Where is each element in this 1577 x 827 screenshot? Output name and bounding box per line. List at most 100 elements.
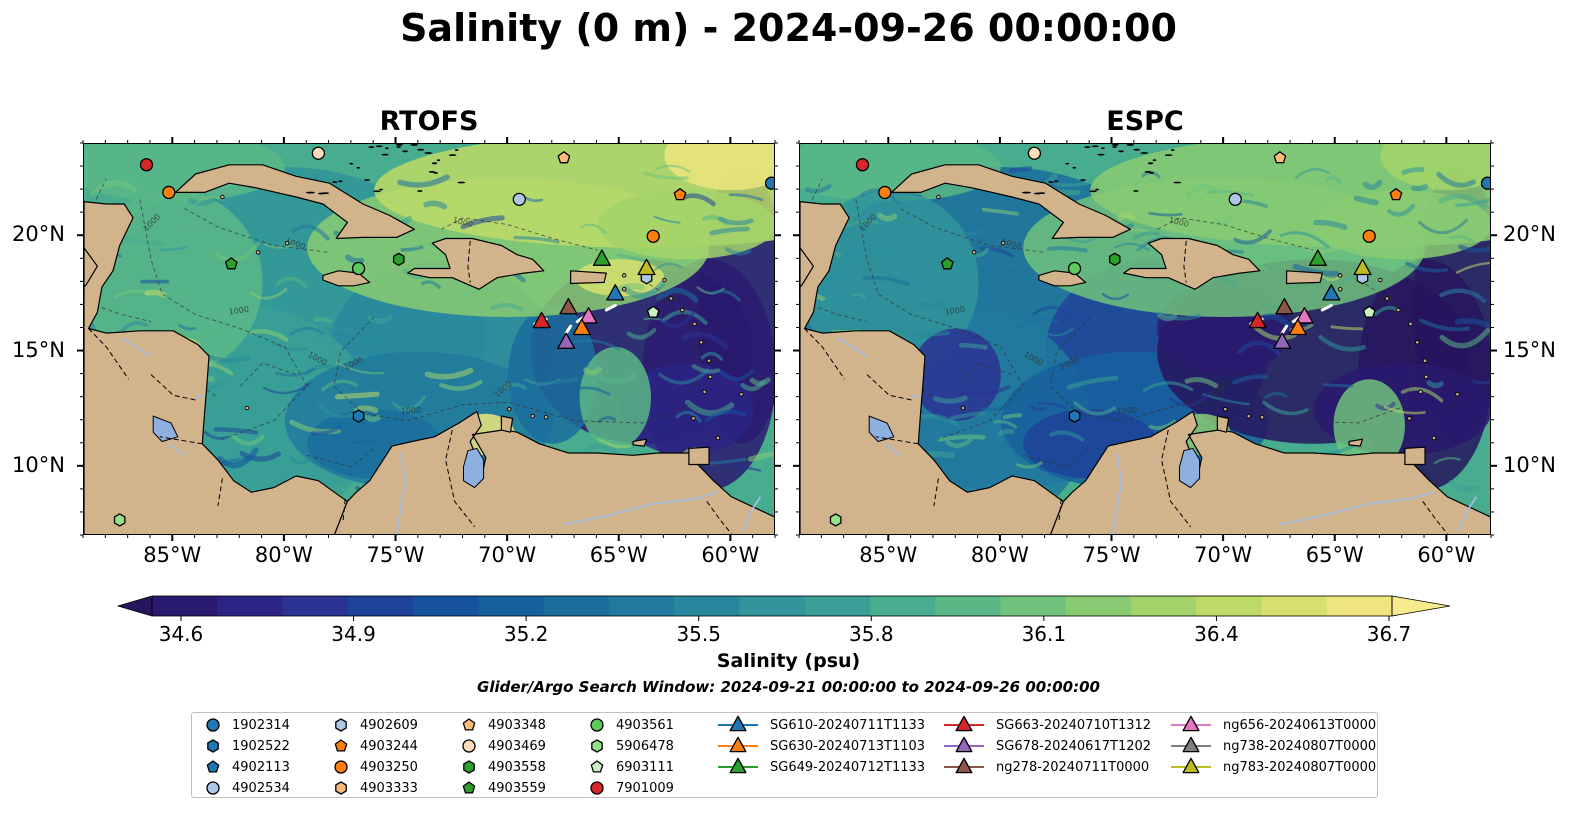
legend-symbol[interactable] bbox=[591, 739, 603, 753]
legend-symbol[interactable] bbox=[1182, 757, 1200, 774]
legend-item: SG630-20240713T1103 bbox=[716, 736, 925, 756]
obs-marker-1902314[interactable] bbox=[1480, 176, 1491, 190]
paraguana-land bbox=[500, 415, 514, 433]
lake-nicaragua bbox=[868, 415, 895, 443]
legend-symbol[interactable] bbox=[463, 760, 475, 774]
legend-symbol[interactable] bbox=[729, 715, 747, 732]
obs-marker-SG663-20240710T1312[interactable] bbox=[1248, 311, 1267, 329]
obs-marker-SG630-20240713T1103[interactable] bbox=[572, 318, 591, 336]
obs-marker-4902534[interactable] bbox=[512, 192, 526, 206]
legend-symbol[interactable] bbox=[335, 718, 347, 732]
obs-marker-SG663-20240710T1312[interactable] bbox=[532, 311, 551, 329]
isla-margarita-land bbox=[1348, 438, 1364, 447]
obs-marker-1902522[interactable] bbox=[352, 409, 365, 423]
obs-marker-SG678-20240617T1202[interactable] bbox=[1273, 332, 1292, 349]
obs-marker-5906478[interactable] bbox=[829, 513, 842, 527]
legend-symbol[interactable] bbox=[206, 718, 220, 732]
obs-marker-4903250[interactable] bbox=[162, 185, 176, 200]
legend-symbol[interactable] bbox=[590, 718, 604, 732]
obs-marker-ng656-20240613T0000[interactable] bbox=[579, 307, 598, 324]
obs-marker-4903348[interactable] bbox=[1273, 151, 1287, 164]
legend-marker-pentagon-icon bbox=[462, 781, 476, 794]
legend-marker-circle-icon bbox=[590, 718, 604, 732]
colorbar-segment bbox=[413, 596, 479, 616]
obs-marker-4903469[interactable] bbox=[311, 146, 326, 160]
legend-symbol[interactable] bbox=[335, 781, 347, 795]
legend-symbol[interactable] bbox=[955, 736, 973, 753]
obs-marker-4903250[interactable] bbox=[646, 229, 660, 243]
legend-marker-hexagon-icon bbox=[335, 781, 347, 795]
legend-item: ng783-20240807T0000 bbox=[1169, 757, 1376, 777]
obs-marker-4903250[interactable] bbox=[878, 185, 892, 200]
legend-symbol[interactable] bbox=[462, 718, 476, 731]
legend-symbol[interactable] bbox=[206, 760, 220, 773]
obs-marker-4903244[interactable] bbox=[1389, 188, 1403, 201]
legend-symbol[interactable] bbox=[590, 760, 604, 773]
legend-marker-pentagon-icon bbox=[206, 760, 220, 773]
legend-symbol[interactable] bbox=[1182, 736, 1200, 753]
legend-symbol[interactable] bbox=[462, 781, 476, 794]
contour-label: 1000 bbox=[401, 406, 422, 416]
legend-symbol[interactable] bbox=[207, 739, 219, 753]
obs-marker-SG649-20240712T1133[interactable] bbox=[592, 249, 611, 266]
legend-symbol[interactable] bbox=[729, 736, 747, 753]
obs-marker-4903561[interactable] bbox=[351, 261, 366, 276]
legend-symbol[interactable] bbox=[334, 739, 348, 752]
obs-marker-4903469[interactable] bbox=[1027, 146, 1042, 160]
colorbar-segment bbox=[869, 596, 936, 616]
legend-marker-circle-icon bbox=[206, 718, 220, 732]
obs-marker-ng278-20240711T0000[interactable] bbox=[1275, 297, 1294, 315]
obs-marker-4903244[interactable] bbox=[673, 188, 687, 201]
legend-symbol[interactable] bbox=[955, 757, 973, 774]
legend-symbol[interactable] bbox=[729, 757, 747, 774]
obs-marker-ng783-20240807T0000[interactable] bbox=[637, 258, 656, 276]
colorbar-tick-label: 35.5 bbox=[676, 622, 721, 646]
legend-item: 4903561 bbox=[588, 715, 674, 735]
legend-symbol[interactable] bbox=[334, 760, 348, 774]
legend-item: 5906478 bbox=[588, 736, 674, 756]
obs-marker-SG649-20240712T1133[interactable] bbox=[1308, 249, 1327, 266]
yucatan-east-land bbox=[800, 247, 814, 288]
legend-item: ng656-20240613T0000 bbox=[1169, 715, 1376, 735]
legend-symbol[interactable] bbox=[590, 781, 604, 795]
obs-marker-7901009[interactable] bbox=[855, 158, 870, 172]
obs-marker-4903559[interactable] bbox=[224, 257, 238, 270]
legend-symbol[interactable] bbox=[1182, 715, 1200, 732]
obs-marker-1902522[interactable] bbox=[1068, 409, 1081, 423]
legend-symbol[interactable] bbox=[206, 781, 220, 795]
obs-marker-SG610-20240711T1133[interactable] bbox=[606, 284, 625, 301]
search-window-text: Glider/Argo Search Window: 2024-09-21 00… bbox=[477, 678, 1100, 696]
legend-item: 4903559 bbox=[460, 778, 546, 798]
legend-label: 4903561 bbox=[616, 717, 674, 733]
obs-marker-7901009[interactable] bbox=[139, 158, 154, 172]
obs-marker-4903558[interactable] bbox=[392, 252, 405, 266]
obs-marker-ng656-20240613T0000[interactable] bbox=[1295, 307, 1314, 324]
obs-marker-SG630-20240713T1103[interactable] bbox=[1288, 318, 1307, 336]
obs-marker-4902534[interactable] bbox=[1228, 192, 1242, 206]
legend-symbol[interactable] bbox=[955, 715, 973, 732]
colorbar-tick-label: 36.7 bbox=[1366, 622, 1412, 646]
obs-marker-ng783-20240807T0000[interactable] bbox=[1353, 258, 1372, 276]
obs-marker-4903348[interactable] bbox=[557, 151, 571, 164]
legend-label: ng278-20240711T0000 bbox=[996, 759, 1150, 775]
obs-marker-SG610-20240711T1133[interactable] bbox=[1322, 284, 1341, 301]
legend-item: 4903469 bbox=[460, 736, 546, 756]
obs-marker-6903111[interactable] bbox=[1362, 305, 1376, 318]
obs-marker-ng278-20240711T0000[interactable] bbox=[559, 297, 578, 315]
obs-marker-SG678-20240617T1202[interactable] bbox=[557, 332, 576, 349]
obs-marker-4903559[interactable] bbox=[940, 257, 954, 270]
obs-marker-6903111[interactable] bbox=[646, 305, 660, 318]
obs-marker-4903250[interactable] bbox=[1362, 229, 1376, 243]
obs-marker-4903561[interactable] bbox=[1067, 261, 1082, 276]
colorbar-over-arrow bbox=[1391, 595, 1451, 617]
obs-marker-5906478[interactable] bbox=[113, 513, 126, 527]
obs-marker-1902314[interactable] bbox=[764, 176, 775, 190]
legend-marker-triangle-icon bbox=[718, 715, 758, 732]
lon-tick-label: 80°W bbox=[970, 543, 1029, 567]
obs-marker-4903558[interactable] bbox=[1108, 252, 1121, 266]
legend-marker-triangle-icon bbox=[718, 757, 758, 774]
legend-symbol[interactable] bbox=[462, 739, 476, 753]
